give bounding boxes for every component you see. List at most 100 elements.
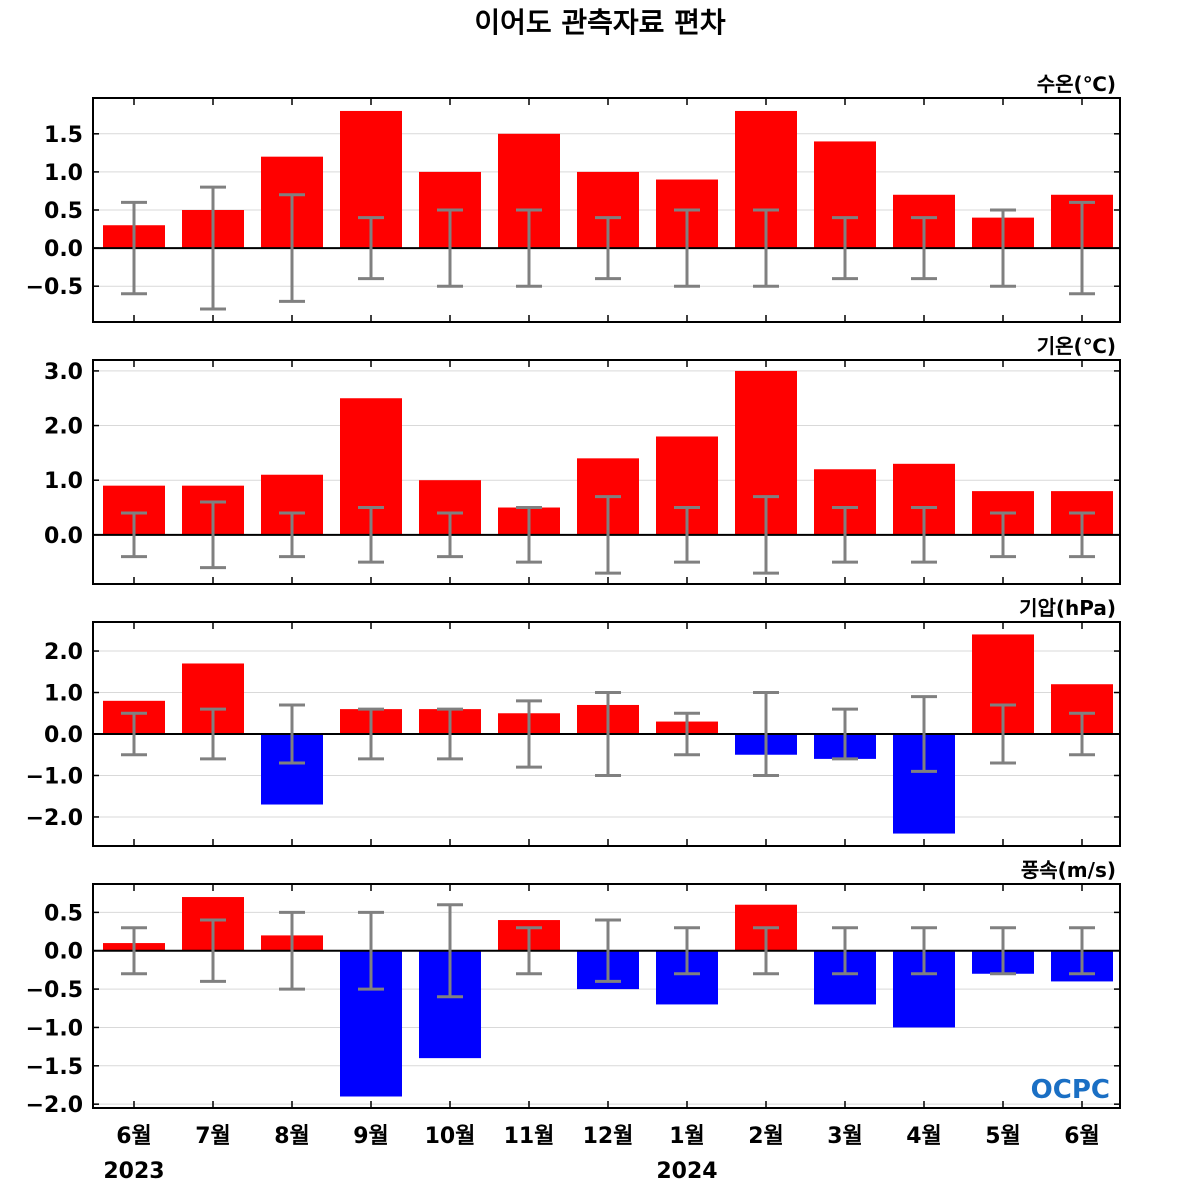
error-bar xyxy=(832,216,858,281)
x-tick-label: 6월 xyxy=(116,1124,152,1149)
x-tick-label: 6월 xyxy=(1064,1124,1100,1149)
error-bar xyxy=(674,711,700,757)
error-bar xyxy=(911,216,937,281)
error-bar xyxy=(595,216,621,281)
error-bar xyxy=(200,500,226,570)
error-bar xyxy=(437,903,463,999)
x-tick-label: 4월 xyxy=(906,1124,942,1149)
error-bar xyxy=(1069,511,1095,559)
error-bar xyxy=(911,926,937,976)
error-bar xyxy=(437,208,463,288)
error-bar xyxy=(516,926,542,976)
x-year-label: 2024 xyxy=(656,1159,717,1184)
y-tick-label: 2.0 xyxy=(44,415,83,440)
y-tick-label: −0.5 xyxy=(26,275,83,300)
panel-3: −2.0 −1.0 0.0 1.0 2.0 기압(hPa) xyxy=(26,596,1121,847)
panel-frame xyxy=(92,883,1121,1109)
y-tick-label: 3.0 xyxy=(44,360,83,385)
error-bar xyxy=(516,699,542,769)
error-bar xyxy=(121,711,147,757)
x-tick-label: 5월 xyxy=(985,1124,1021,1149)
error-bar xyxy=(358,506,384,564)
y-tick-label: 0.5 xyxy=(44,199,83,224)
y-tick-label: −0.5 xyxy=(26,978,83,1003)
x-tick-label: 2월 xyxy=(748,1124,784,1149)
error-bar xyxy=(516,208,542,288)
error-bar xyxy=(358,707,384,761)
error-bar xyxy=(674,506,700,564)
y-tick-label: 0.5 xyxy=(44,901,83,926)
y-tick-label: −2.0 xyxy=(26,806,83,831)
error-bar xyxy=(200,707,226,761)
y-tick-label: −2.0 xyxy=(26,1093,83,1118)
error-bar xyxy=(832,926,858,976)
error-bar xyxy=(753,926,779,976)
error-bar xyxy=(595,691,621,777)
x-tick-label: 1월 xyxy=(669,1124,705,1149)
error-bar xyxy=(595,495,621,575)
error-bar xyxy=(1069,711,1095,757)
error-bar xyxy=(121,511,147,559)
y-tick-label: 0.0 xyxy=(44,723,83,748)
error-bar xyxy=(911,695,937,773)
y-tick-label: −1.5 xyxy=(26,1055,83,1080)
error-bar xyxy=(358,216,384,281)
y-tick-label: −1.0 xyxy=(26,1016,83,1041)
error-bar xyxy=(200,918,226,983)
y-tick-label: 1.0 xyxy=(44,682,83,707)
x-tick-label: 7월 xyxy=(195,1124,231,1149)
y-tick-label: 0.0 xyxy=(44,237,83,262)
x-tick-label: 10월 xyxy=(425,1124,476,1149)
x-tick-label: 3월 xyxy=(827,1124,863,1149)
error-bar xyxy=(990,703,1016,765)
x-tick-label: 9월 xyxy=(353,1124,389,1149)
error-bar xyxy=(516,506,542,564)
error-bar xyxy=(832,707,858,761)
y-tick-label: −1.0 xyxy=(26,764,83,789)
error-bar xyxy=(674,926,700,976)
error-bar xyxy=(200,185,226,311)
x-tick-label: 11월 xyxy=(504,1124,555,1149)
x-axis-labels: 6월 7월 8월 9월 10월 11월 12월 1월 2월 3월 4월 5월 6월 2023 2024 xyxy=(103,1124,1099,1184)
y-tick-label: 0.0 xyxy=(44,940,83,965)
x-tick-label: 8월 xyxy=(274,1124,310,1149)
error-bar xyxy=(1069,200,1095,296)
chart-title: 이어도 관측자료 편차 xyxy=(474,6,726,39)
y-tick-label: 1.5 xyxy=(44,123,83,148)
error-bar xyxy=(121,926,147,976)
panel-1: −0.5 0.0 0.5 1.0 1.5 수온(℃) xyxy=(26,72,1121,323)
y-tick-label: 0.0 xyxy=(44,524,83,549)
x-tick-label: 12월 xyxy=(583,1124,634,1149)
panel-2: 0.0 1.0 2.0 3.0 기온(℃) xyxy=(44,334,1121,585)
error-bar xyxy=(990,208,1016,288)
panel-unit-label: 기압(hPa) xyxy=(1019,596,1116,620)
panel-unit-label: 수온(℃) xyxy=(1037,72,1116,96)
error-bar xyxy=(990,511,1016,559)
error-bar xyxy=(279,511,305,559)
error-bar xyxy=(832,506,858,564)
error-bar xyxy=(990,926,1016,976)
error-bar xyxy=(674,208,700,288)
error-bar xyxy=(437,511,463,559)
error-bar xyxy=(121,200,147,296)
ocpc-logo: OCPC xyxy=(1031,1075,1110,1105)
error-bar xyxy=(279,910,305,991)
panel-4: −2.0 −1.5 −1.0 −0.5 0.0 0.5 풍속(m/s) xyxy=(26,858,1121,1118)
error-bar xyxy=(595,918,621,983)
error-bar xyxy=(1069,926,1095,976)
panel-unit-label: 기온(℃) xyxy=(1037,334,1116,358)
error-bar xyxy=(437,707,463,761)
error-bar xyxy=(279,703,305,765)
error-bar xyxy=(753,208,779,288)
panel-frame xyxy=(92,359,1121,585)
error-bar xyxy=(279,193,305,303)
y-tick-label: 1.0 xyxy=(44,161,83,186)
panel-unit-label: 풍속(m/s) xyxy=(1021,858,1116,882)
error-bar xyxy=(753,691,779,777)
y-tick-label: 2.0 xyxy=(44,640,83,665)
error-bar xyxy=(358,910,384,991)
chart-panels: −0.5 0.0 0.5 1.0 1.5 수온(℃) 0.0 1.0 2.0 3.0 기온(℃) −2… xyxy=(26,72,1121,1118)
error-bar xyxy=(753,495,779,575)
x-year-label: 2023 xyxy=(103,1159,164,1184)
